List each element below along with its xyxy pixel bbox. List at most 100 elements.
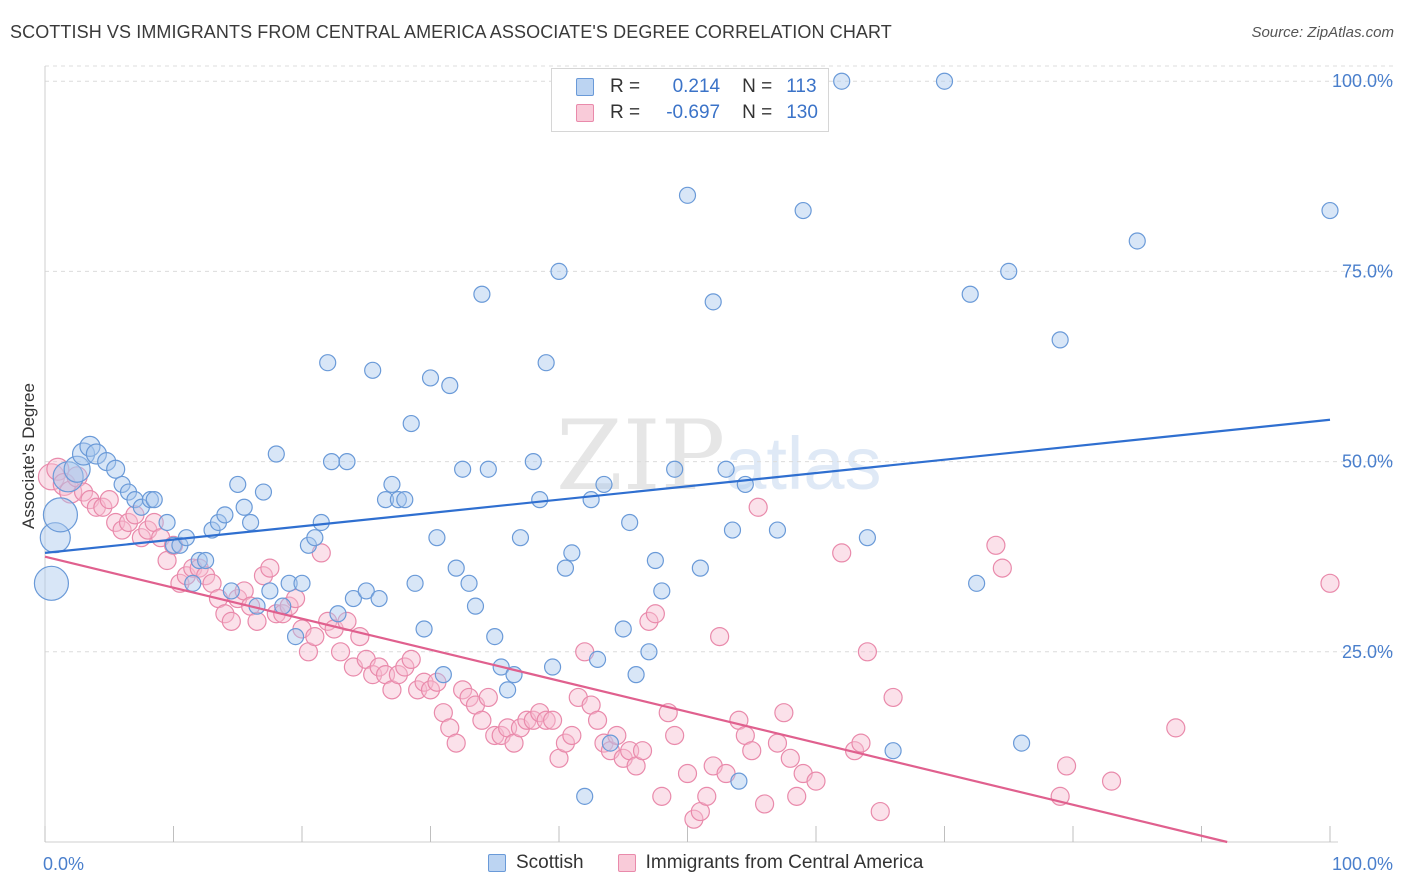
point-scottish (524, 453, 542, 471)
point-scottish (441, 376, 459, 395)
series-central-america-points (37, 457, 1340, 829)
point-scottish (704, 293, 722, 311)
point-central-america (697, 786, 717, 806)
bottom-legend: Scottish Immigrants from Central America (488, 852, 957, 874)
point-scottish (1321, 201, 1339, 220)
point-scottish (794, 201, 812, 220)
point-scottish (833, 72, 851, 90)
point-scottish (434, 666, 452, 684)
point-scottish (402, 414, 420, 433)
point-scottish (428, 529, 446, 547)
watermark-atlas: atlas (725, 422, 882, 505)
point-scottish (576, 787, 594, 805)
point-scottish (473, 285, 491, 303)
point-scottish (543, 658, 562, 676)
point-central-america (806, 771, 826, 791)
legend-n-label: N = (742, 102, 773, 123)
point-scottish (293, 574, 311, 592)
point-central-america (555, 733, 576, 753)
point-scottish (653, 582, 671, 600)
point-central-america (478, 687, 498, 708)
bottom-legend-central-america: Immigrants from Central America (617, 852, 923, 874)
point-central-america (684, 809, 704, 829)
point-scottish (267, 445, 285, 463)
point-scottish (52, 461, 84, 493)
point-central-america (453, 680, 473, 700)
chart-title: SCOTTISH VS IMMIGRANTS FROM CENTRAL AMER… (10, 22, 892, 42)
legend-n-label: N = (742, 76, 773, 97)
point-scottish (286, 627, 305, 646)
point-scottish (961, 285, 979, 303)
point-central-america (388, 665, 408, 685)
point-central-america (1101, 771, 1122, 791)
point-central-america (832, 543, 852, 563)
grid-lines (45, 65, 1395, 653)
point-scottish (768, 521, 787, 539)
point-scottish (338, 453, 356, 471)
bottom-legend-scottish: Scottish (488, 852, 584, 874)
point-scottish (383, 475, 401, 494)
point-scottish (556, 559, 575, 577)
point-central-america (330, 642, 351, 662)
point-scottish (627, 666, 645, 684)
point-scottish (376, 491, 395, 509)
point-scottish (486, 627, 504, 646)
bottom-swatch-central-america (617, 854, 636, 872)
point-central-america (99, 490, 119, 510)
legend-swatch-scottish (576, 78, 594, 96)
point-scottish (1051, 331, 1069, 349)
point-central-america (787, 786, 807, 806)
point-central-america (754, 794, 775, 814)
point-central-america (221, 611, 241, 631)
point-scottish (935, 72, 954, 90)
point-scottish (145, 491, 163, 509)
point-central-america (665, 725, 685, 746)
point-scottish (717, 460, 735, 478)
point-scottish (322, 453, 341, 471)
point-central-america (112, 520, 132, 540)
point-scottish (884, 742, 902, 760)
point-central-america (542, 710, 563, 730)
point-central-america (536, 710, 556, 730)
point-scottish (329, 605, 347, 623)
point-scottish (511, 529, 530, 547)
point-scottish (601, 734, 620, 752)
point-central-america (401, 649, 421, 670)
point-scottish (406, 574, 424, 592)
bottom-legend-label-scottish: Scottish (516, 852, 584, 873)
point-central-america (742, 741, 762, 761)
point-scottish (396, 491, 414, 509)
point-scottish (858, 529, 877, 547)
point-scottish (447, 559, 465, 577)
point-scottish (537, 354, 555, 372)
series-scottish-points (33, 72, 1339, 805)
point-central-america (986, 535, 1006, 555)
point-central-america (645, 604, 665, 624)
legend-r-value: 0.214 (672, 76, 721, 97)
point-central-america (710, 626, 730, 647)
point-scottish (389, 491, 407, 509)
point-central-america (632, 741, 653, 761)
point-central-america (883, 687, 903, 708)
point-scottish (235, 498, 253, 516)
point-scottish (33, 565, 70, 601)
point-scottish (364, 361, 382, 379)
point-central-america (446, 733, 466, 753)
point-scottish (640, 643, 658, 661)
legend-row-central-america: R = -0.697 N = 130 (576, 101, 818, 125)
point-scottish (550, 262, 568, 281)
point-central-america (677, 763, 698, 784)
point-scottish (85, 443, 108, 465)
legend-n-value: 113 (786, 76, 817, 97)
point-central-america (472, 710, 492, 730)
legend-r-label: R = (610, 102, 641, 123)
point-scottish (306, 529, 324, 547)
point-scottish (415, 620, 433, 638)
point-scottish (63, 455, 91, 483)
point-scottish (254, 483, 273, 501)
point-central-america (305, 626, 325, 647)
point-central-america (748, 497, 768, 517)
point-scottish (730, 772, 748, 790)
point-central-america (1320, 573, 1340, 593)
point-central-america (93, 497, 113, 517)
